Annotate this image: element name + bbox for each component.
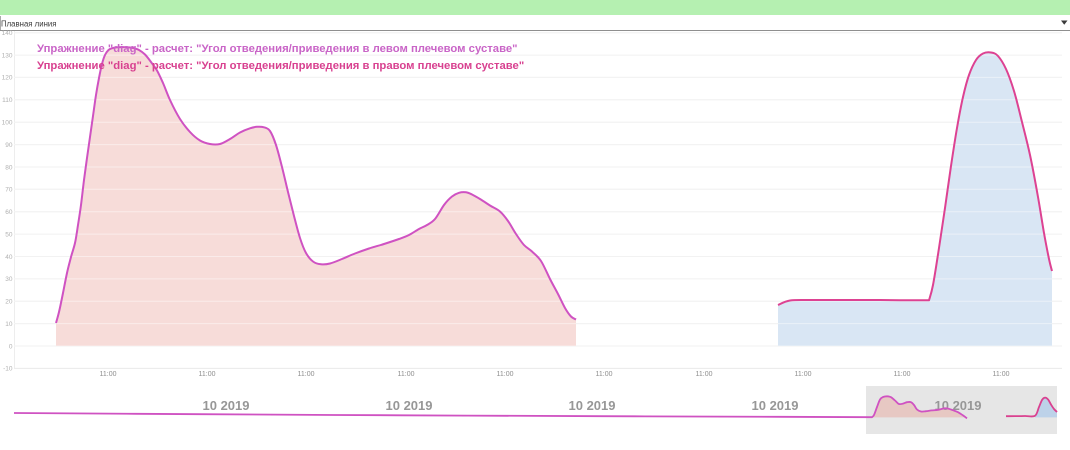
svg-text:140: 140 xyxy=(2,30,13,37)
svg-text:110: 110 xyxy=(2,97,13,104)
svg-text:Упражнение "diag" - расчет: "У: Упражнение "diag" - расчет: "Угол отведе… xyxy=(37,43,518,55)
svg-text:11:00: 11:00 xyxy=(993,371,1010,378)
svg-text:10 2019: 10 2019 xyxy=(203,398,250,413)
svg-text:11:00: 11:00 xyxy=(298,371,315,378)
svg-text:10 2019: 10 2019 xyxy=(935,398,982,413)
svg-text:11:00: 11:00 xyxy=(497,371,514,378)
svg-text:50: 50 xyxy=(5,231,13,238)
svg-text:10 2019: 10 2019 xyxy=(386,398,433,413)
svg-text:70: 70 xyxy=(5,187,13,194)
svg-text:11:00: 11:00 xyxy=(398,371,415,378)
svg-text:11:00: 11:00 xyxy=(696,371,713,378)
svg-text:60: 60 xyxy=(5,209,13,216)
svg-text:11:00: 11:00 xyxy=(894,371,911,378)
svg-text:11:00: 11:00 xyxy=(795,371,812,378)
svg-text:40: 40 xyxy=(5,254,13,261)
svg-text:80: 80 xyxy=(5,164,13,171)
svg-text:11:00: 11:00 xyxy=(100,371,117,378)
svg-text:100: 100 xyxy=(2,120,13,127)
svg-text:90: 90 xyxy=(5,142,13,149)
svg-text:11:00: 11:00 xyxy=(596,371,613,378)
svg-text:Упражнение "diag" - расчет: "У: Упражнение "diag" - расчет: "Угол отведе… xyxy=(37,60,524,72)
svg-text:130: 130 xyxy=(2,52,13,59)
svg-text:30: 30 xyxy=(5,276,13,283)
svg-text:120: 120 xyxy=(2,75,13,82)
svg-text:20: 20 xyxy=(5,299,13,306)
svg-text:11:00: 11:00 xyxy=(199,371,216,378)
svg-text:10 2019: 10 2019 xyxy=(752,398,799,413)
svg-text:-10: -10 xyxy=(3,366,13,373)
svg-text:Плавная линия: Плавная линия xyxy=(1,20,56,29)
svg-text:0: 0 xyxy=(9,343,13,350)
svg-text:10: 10 xyxy=(5,321,13,328)
svg-text:10 2019: 10 2019 xyxy=(569,398,616,413)
